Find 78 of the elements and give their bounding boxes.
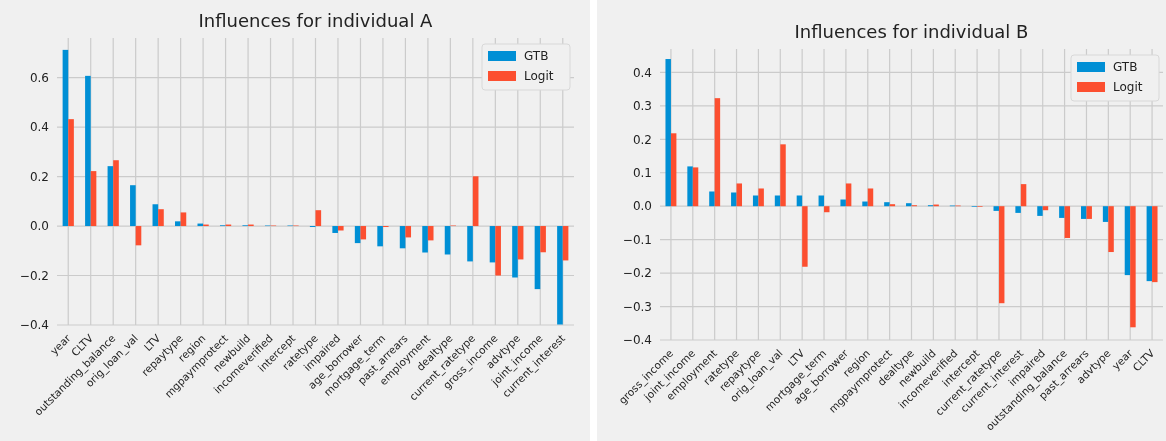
bar (665, 59, 671, 207)
bar (998, 206, 1005, 304)
legend-label: GTB (524, 49, 549, 64)
bar (512, 226, 518, 278)
bar (802, 206, 808, 267)
bar (1102, 206, 1109, 222)
bar (906, 203, 912, 207)
bar (1059, 206, 1065, 218)
y-tick-label: 0.0 (632, 199, 652, 214)
bar (427, 226, 434, 241)
bar (360, 226, 367, 240)
bar (1124, 206, 1131, 276)
y-tick-label: −0.1 (622, 232, 652, 247)
bar (736, 183, 743, 207)
y-tick-label: 0.2 (632, 132, 652, 147)
bar (540, 226, 546, 253)
bar (467, 226, 473, 262)
bar (1020, 184, 1027, 207)
y-tick-label: 0.4 (632, 65, 652, 80)
bar (1152, 206, 1158, 283)
legend-label: Logit (524, 69, 554, 84)
bar (780, 144, 786, 207)
bar (1042, 206, 1049, 211)
bar (1015, 206, 1021, 213)
bar (180, 212, 187, 227)
y-tick-label: −0.4 (19, 318, 49, 333)
y-tick-label: 0.0 (29, 219, 49, 234)
bar (1064, 206, 1071, 238)
bar (670, 133, 677, 207)
bar (889, 204, 896, 207)
bar (1146, 206, 1153, 282)
y-tick-label: −0.3 (622, 299, 652, 314)
bar (692, 167, 699, 207)
bar (687, 166, 693, 207)
y-tick-label: 0.6 (29, 70, 49, 85)
bar (862, 201, 868, 207)
bar (1086, 206, 1092, 219)
bar (867, 188, 874, 207)
legend-label: Logit (1113, 80, 1143, 95)
bar (405, 226, 412, 238)
chart-title: Influences for individual A (198, 10, 434, 31)
bar (337, 226, 344, 231)
bar (332, 226, 338, 233)
bar (824, 206, 830, 213)
bar (1080, 206, 1087, 219)
y-tick-label: 0.4 (29, 120, 49, 135)
bar (158, 209, 164, 227)
bar (845, 183, 852, 207)
bar (130, 185, 136, 227)
y-tick-label: −0.4 (622, 333, 652, 348)
y-tick-label: −0.2 (622, 266, 652, 281)
bar (1130, 206, 1136, 328)
bar (377, 226, 383, 247)
bar (1037, 206, 1043, 216)
legend-label: GTB (1113, 60, 1138, 75)
bar (1108, 206, 1114, 253)
y-tick-label: 0.1 (632, 165, 652, 180)
bar (758, 188, 764, 207)
y-tick-label: 0.3 (632, 99, 652, 114)
bar (113, 160, 119, 227)
bar (884, 202, 890, 207)
bar (152, 204, 159, 227)
bar (472, 176, 479, 227)
bar (557, 226, 563, 325)
chart-title: Influences for individual B (794, 21, 1029, 42)
bar (175, 221, 181, 227)
y-tick-label: 0.2 (29, 169, 49, 184)
bar (495, 226, 501, 276)
bar (85, 75, 91, 227)
bar (68, 119, 74, 227)
bar (714, 98, 721, 207)
bar (840, 199, 846, 207)
y-tick-label: −0.2 (19, 268, 49, 283)
bar (315, 210, 322, 227)
bar (422, 226, 428, 253)
bar (709, 191, 715, 207)
bar (993, 206, 999, 211)
bar (731, 192, 737, 207)
